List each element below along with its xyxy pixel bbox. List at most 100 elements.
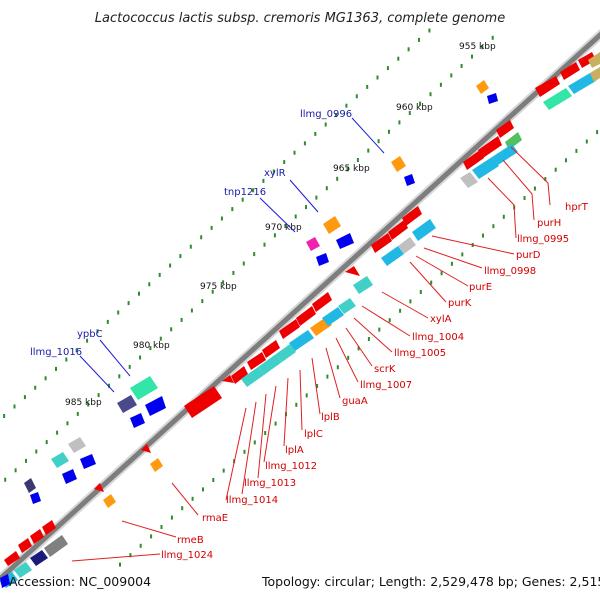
gene-box[interactable] [398,237,416,254]
gene-label[interactable]: rmaE [202,513,228,524]
gene-arrow[interactable] [279,319,300,339]
gene-arrow[interactable] [141,444,151,453]
gene-box[interactable] [391,156,406,172]
position-dot [96,329,99,334]
gene-label[interactable]: xylR [264,168,286,179]
gene-box[interactable] [44,535,68,557]
gene-label[interactable]: llmg_0998 [484,266,536,277]
position-dot [212,478,215,482]
gene-box[interactable] [276,344,296,362]
gene-box[interactable] [322,307,344,326]
gene-box[interactable] [472,157,499,179]
gene-box[interactable] [543,88,572,110]
gene-label[interactable]: scrK [374,364,396,375]
gene-arrow[interactable] [505,132,522,150]
gene-label[interactable]: purH [537,218,561,229]
gene-box[interactable] [323,216,341,234]
gene-arrow[interactable] [371,233,392,253]
gene-arrow[interactable] [231,366,248,384]
gene-arrow[interactable] [478,136,502,158]
gene-label[interactable]: guaA [342,396,368,407]
gene-box[interactable] [103,494,116,508]
gene-label[interactable]: tnp1216 [224,187,266,198]
gene-label[interactable]: purD [516,250,541,261]
gene-label[interactable]: ypbC [77,329,103,340]
gene-arrow[interactable] [18,538,32,553]
gene-label[interactable]: llmg_1024 [161,550,213,561]
gene-label[interactable]: hprT [565,202,589,213]
gene-arrow[interactable] [222,375,234,383]
gene-arrow[interactable] [578,52,596,68]
gene-arrow[interactable] [402,206,422,226]
gene-box[interactable] [381,246,404,266]
gene-box[interactable] [590,67,600,82]
gene-arrow[interactable] [588,52,600,68]
gene-box[interactable] [460,172,478,188]
position-dot [388,318,391,323]
gene-label[interactable]: lplA [285,445,304,456]
gene-box[interactable] [68,437,86,453]
gene-box[interactable] [30,550,48,566]
gene-box[interactable] [241,367,264,387]
gene-arrow[interactable] [262,340,280,358]
gene-arrow[interactable] [4,551,20,566]
gene-box[interactable] [130,376,158,400]
gene-arrow[interactable] [0,574,10,588]
gene-arrow[interactable] [247,352,266,370]
gene-arrow[interactable] [296,306,316,326]
gene-arrow[interactable] [560,62,580,80]
gene-label[interactable]: xylA [430,314,452,325]
gene-box[interactable] [306,237,320,251]
gene-box[interactable] [150,458,163,472]
gene-label[interactable]: llmg_1016 [30,347,82,358]
gene-arrow[interactable] [535,76,560,97]
gene-arrow[interactable] [62,469,77,484]
position-dot [35,449,38,454]
gene-label[interactable]: llmg_1014 [226,495,278,506]
gene-box[interactable] [14,562,32,578]
gene-box[interactable] [568,73,596,94]
gene-label[interactable]: llmg_1005 [394,348,446,359]
gene-box[interactable] [338,298,356,314]
gene-arrow[interactable] [42,520,56,535]
gene-label[interactable]: llmg_1012 [265,461,317,472]
gene-box[interactable] [258,354,282,375]
gene-label[interactable]: rmeB [177,535,204,546]
gene-arrow[interactable] [94,483,104,492]
gene-box[interactable] [289,330,314,351]
position-dot [325,186,328,191]
gene-arrow[interactable] [30,492,41,504]
gene-arrow[interactable] [312,292,332,312]
gene-label[interactable]: lplB [321,412,340,423]
gene-arrow[interactable] [345,266,360,276]
gene-arrow[interactable] [496,120,514,138]
gene-box[interactable] [476,80,489,94]
gene-arrow[interactable] [30,529,44,544]
position-dot [575,148,578,153]
gene-arrow[interactable] [463,150,484,170]
gene-label[interactable]: llmg_1013 [244,478,296,489]
gene-box[interactable] [353,276,373,294]
gene-label[interactable]: llmg_0996 [300,109,352,120]
position-dot [243,449,246,454]
gene-arrow[interactable] [130,413,145,428]
gene-label[interactable]: llmg_1004 [412,332,464,343]
gene-box[interactable] [51,452,69,468]
gene-arrow[interactable] [487,93,498,104]
gene-label[interactable]: llmg_0995 [517,234,569,245]
gene-box[interactable] [24,478,36,493]
gene-box[interactable] [117,395,137,413]
gene-box[interactable] [492,144,518,165]
gene-arrow[interactable] [336,233,354,249]
gene-box[interactable] [412,219,436,241]
gene-label[interactable]: purE [469,282,492,293]
gene-label[interactable]: purK [448,298,472,309]
gene-label[interactable]: lplC [304,429,323,440]
gene-arrow[interactable] [388,220,408,240]
gene-arrow[interactable] [184,386,222,418]
gene-arrow[interactable] [404,174,415,186]
gene-label[interactable]: llmg_1007 [360,380,412,391]
gene-arrow[interactable] [80,454,96,469]
gene-arrow[interactable] [316,253,329,266]
gene-arrow[interactable] [145,396,166,416]
